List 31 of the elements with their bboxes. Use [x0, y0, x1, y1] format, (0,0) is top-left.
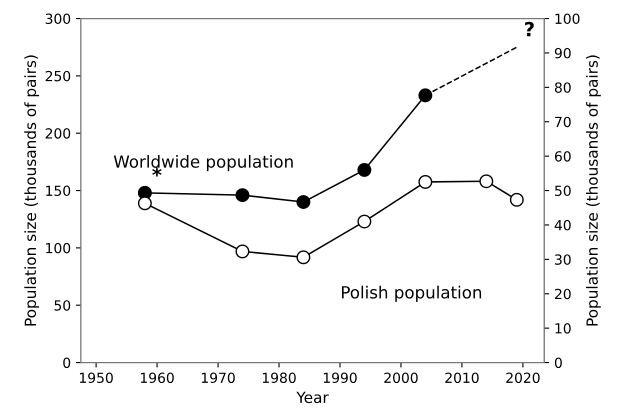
y2-tick-label: 20 [554, 288, 571, 300]
y2-tick-label: 60 [554, 151, 571, 162]
y-tick-label: 50 [54, 300, 70, 311]
x-tick-label: 1990 [324, 372, 357, 384]
x-tick-label: 2020 [506, 372, 540, 384]
annotation: ? [525, 22, 534, 36]
y2-tick-label: 70 [555, 116, 571, 128]
y2-tick-label: 50 [555, 186, 571, 196]
x-tick-label: 2010 [445, 372, 479, 384]
y2-axis-title: Population size (thousands of pairs) [586, 55, 601, 326]
x-tick-label: 1970 [202, 372, 235, 384]
x-tick-label: 2000 [384, 372, 418, 384]
y-tick-label: 100 [46, 242, 70, 254]
y2-tick-label: 10 [556, 323, 571, 334]
y2-tick-label: 30 [555, 254, 571, 265]
y2-tick-label: 100 [556, 14, 580, 24]
y-tick-label: 150 [46, 186, 70, 196]
y2-tick-label: 90 [554, 48, 571, 58]
y2-tick-label: 80 [554, 82, 571, 93]
y-tick-label: 250 [46, 70, 70, 82]
y2-tick-label: 40 [554, 220, 571, 230]
x-tick-label: 1950 [80, 372, 113, 384]
y-axis-title: Population size (thousands of pairs) [24, 55, 40, 326]
text: Polish population [342, 286, 482, 302]
x-axis-title: Year [296, 392, 329, 404]
y-tick-label: 200 [46, 128, 70, 139]
x-tick-label: 1980 [262, 372, 296, 384]
y2-tick-label: 0 [554, 358, 562, 368]
y-tick-label: 300 [46, 14, 70, 24]
y-tick-label: 0 [63, 358, 70, 368]
x-tick-label: 1960 [140, 372, 174, 384]
